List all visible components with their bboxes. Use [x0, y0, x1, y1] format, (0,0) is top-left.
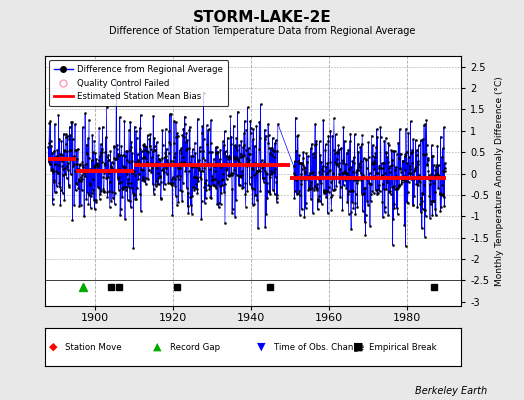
Text: Empirical Break: Empirical Break [369, 342, 437, 352]
Text: Station Move: Station Move [66, 342, 122, 352]
Text: Time of Obs. Change: Time of Obs. Change [274, 342, 364, 352]
Text: Difference of Station Temperature Data from Regional Average: Difference of Station Temperature Data f… [109, 26, 415, 36]
Text: ◆: ◆ [49, 342, 57, 352]
Y-axis label: Monthly Temperature Anomaly Difference (°C): Monthly Temperature Anomaly Difference (… [495, 76, 504, 286]
Text: ▲: ▲ [153, 342, 161, 352]
Text: Berkeley Earth: Berkeley Earth [415, 386, 487, 396]
Text: STORM-LAKE-2E: STORM-LAKE-2E [193, 10, 331, 25]
Text: ▼: ▼ [257, 342, 266, 352]
Text: Record Gap: Record Gap [170, 342, 220, 352]
Legend: Difference from Regional Average, Quality Control Failed, Estimated Station Mean: Difference from Regional Average, Qualit… [49, 60, 228, 106]
Text: ■: ■ [353, 342, 363, 352]
